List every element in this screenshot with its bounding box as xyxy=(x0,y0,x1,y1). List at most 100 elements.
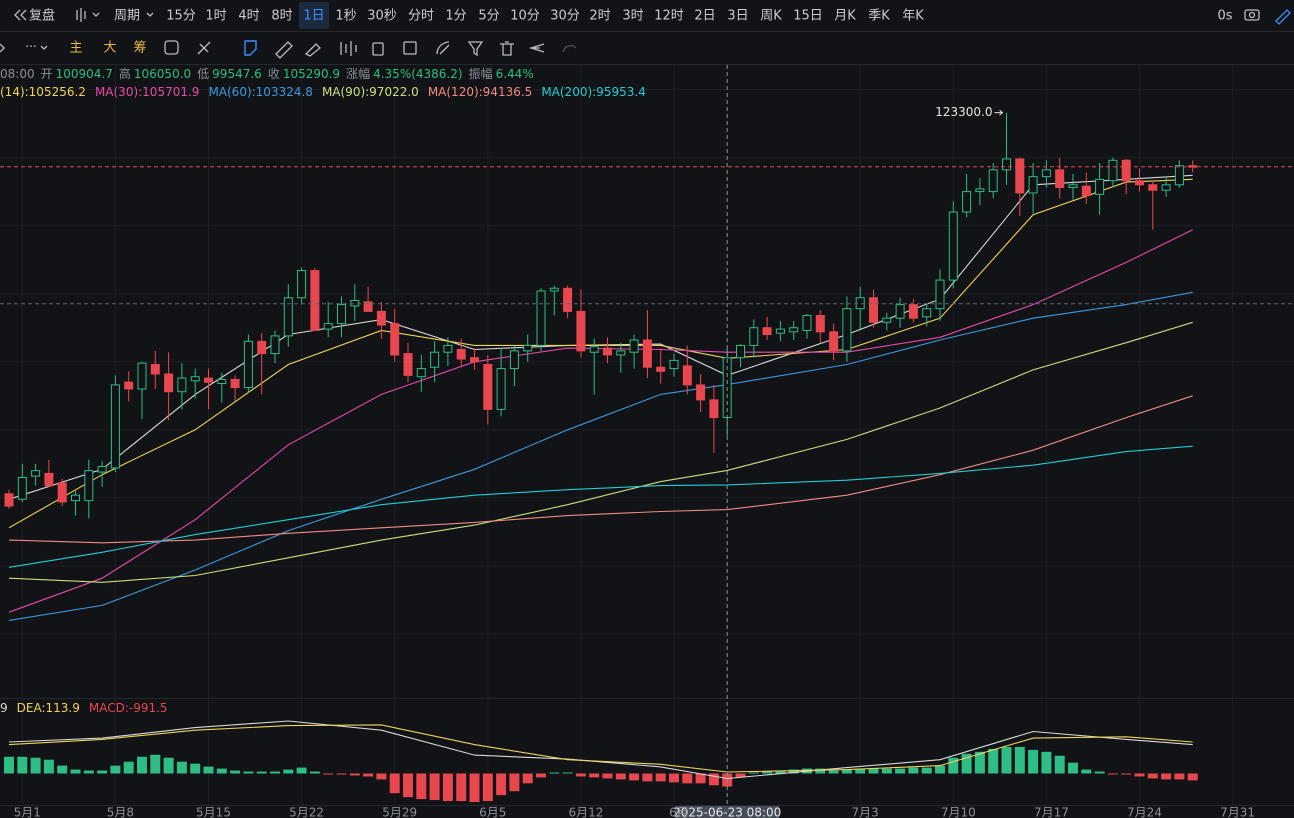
candle-body xyxy=(71,494,80,502)
candle-body xyxy=(31,470,41,477)
toolbar-item[interactable]: 年K xyxy=(902,9,924,24)
tool-icon[interactable] xyxy=(500,41,514,56)
candle-body xyxy=(1148,184,1158,191)
macd-bar xyxy=(841,769,852,774)
undo-icon[interactable] xyxy=(528,43,545,53)
macd-line xyxy=(8,724,1193,773)
tool-icon[interactable] xyxy=(275,41,293,59)
toolbar-item[interactable]: 3时 xyxy=(622,9,643,24)
tool-icon[interactable] xyxy=(467,41,484,57)
indicator-button[interactable]: 筹 xyxy=(133,40,146,56)
toolbar-item[interactable]: 10分 xyxy=(510,9,540,24)
indicator-button[interactable]: 主 xyxy=(69,41,82,56)
macd-bar xyxy=(336,773,347,775)
more-chevron[interactable] xyxy=(40,45,48,50)
toolbar-item[interactable]: 季K xyxy=(868,9,890,24)
tool-icon[interactable] xyxy=(403,41,417,55)
macd-bar xyxy=(1028,749,1039,774)
macd-bar xyxy=(1068,762,1078,774)
macd-bar xyxy=(190,763,201,774)
info-item: 4.35%(4386.2) xyxy=(373,67,462,81)
toolbar-item[interactable]: 1秒 xyxy=(335,9,356,24)
candle-body xyxy=(935,279,945,310)
tool-icon[interactable] xyxy=(244,40,257,56)
toolbar-item[interactable]: 2日 xyxy=(694,9,715,24)
macd-bar xyxy=(1134,773,1145,777)
toolbar-item[interactable]: 8时 xyxy=(271,9,292,24)
macd-bar xyxy=(1001,746,1012,774)
candle-body xyxy=(323,323,333,330)
toolbar-item[interactable]: 1时 xyxy=(205,9,226,24)
candle-body xyxy=(775,328,785,334)
candle-body xyxy=(137,362,147,390)
candle-body xyxy=(44,472,54,487)
toolbar-item[interactable]: 分时 xyxy=(408,9,434,24)
legend-entry: MACD:-991.5 xyxy=(89,701,168,715)
toolbar-item[interactable]: 30秒 xyxy=(367,9,397,24)
grid xyxy=(0,65,1294,805)
macd-bar xyxy=(868,768,879,774)
candle-body xyxy=(1081,185,1091,197)
candle-body xyxy=(962,191,972,213)
collapse-icon[interactable] xyxy=(0,43,5,53)
candle-body xyxy=(416,368,426,378)
candle-body xyxy=(177,377,187,393)
macd-bar xyxy=(270,771,280,774)
tool-icon[interactable] xyxy=(436,41,450,55)
macd-bar xyxy=(748,772,759,774)
edit-icon[interactable] xyxy=(1275,9,1291,25)
tool-icon[interactable] xyxy=(304,43,321,57)
more-icon[interactable]: ··· xyxy=(25,40,36,54)
ma-line xyxy=(8,178,1193,529)
macd-bar xyxy=(775,770,786,774)
period-chevron[interactable] xyxy=(146,12,154,17)
active-period-bg xyxy=(299,2,329,29)
candle-body xyxy=(895,304,905,319)
candle-body xyxy=(1055,169,1065,189)
toolbar-item[interactable]: 5分 xyxy=(478,9,499,24)
candle-body xyxy=(908,304,918,319)
macd-bar xyxy=(908,767,919,774)
legend-entry: MA(30):105701.9 xyxy=(95,85,200,99)
info-item: 100904.7 xyxy=(56,67,113,81)
candle-body xyxy=(549,287,559,292)
macd-bar xyxy=(669,773,679,783)
toolbar-item[interactable]: 1日 xyxy=(303,9,324,24)
candle-body xyxy=(616,350,626,356)
candle-body xyxy=(1015,158,1025,194)
tool-icon[interactable] xyxy=(340,41,357,56)
toolbar-item[interactable]: 月K xyxy=(834,9,856,24)
candle-body xyxy=(789,327,799,333)
toolbar-item[interactable]: 30分 xyxy=(550,9,580,24)
candle-body xyxy=(656,366,666,372)
macd-bar xyxy=(163,757,174,774)
toolbar-item[interactable]: 周期 xyxy=(114,9,140,24)
toolbar-item[interactable]: 15日 xyxy=(793,9,823,24)
refresh-interval[interactable]: 0s xyxy=(1217,9,1232,24)
toolbar-item[interactable]: 4时 xyxy=(238,9,259,24)
tool-icon[interactable] xyxy=(372,42,384,56)
tool-icon[interactable] xyxy=(197,41,211,55)
toolbar-item[interactable]: 15分 xyxy=(166,9,196,24)
toolbar-item[interactable]: 2时 xyxy=(589,9,610,24)
macd-bar xyxy=(442,773,453,802)
candle-body xyxy=(4,493,14,507)
indicator-button[interactable]: 大 xyxy=(103,41,116,56)
candle-body xyxy=(363,301,373,312)
camera-icon[interactable] xyxy=(1244,9,1260,21)
chart-type-icon[interactable] xyxy=(76,8,100,22)
tool-icon[interactable] xyxy=(164,40,179,55)
ohlc-info: 08:00 开 100904.7 高 106050.0 低 99547.6 收 105290.9… xyxy=(0,66,534,81)
toolbar-item[interactable]: 复盘 xyxy=(29,8,55,24)
replay-icon[interactable] xyxy=(14,9,27,21)
toolbar-item[interactable]: 3日 xyxy=(727,9,748,24)
toolbar-item[interactable]: 1分 xyxy=(445,9,466,24)
candle-body xyxy=(509,350,519,370)
redo-icon[interactable] xyxy=(562,45,577,53)
macd-line xyxy=(8,720,1193,780)
candle-body xyxy=(443,344,453,353)
info-item: 08:00 xyxy=(0,67,35,81)
candle-body xyxy=(869,297,878,323)
toolbar-item[interactable]: 周K xyxy=(760,9,782,24)
toolbar-item[interactable]: 12时 xyxy=(654,9,684,24)
